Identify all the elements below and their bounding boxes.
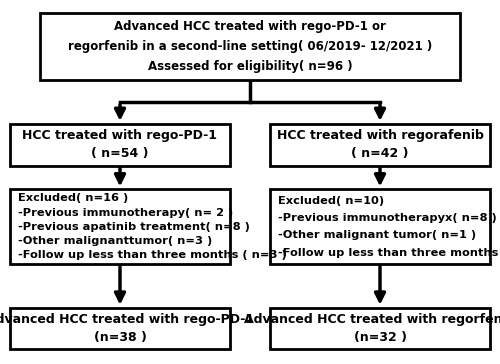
Text: -Follow up less than three months (n= 1 ): -Follow up less than three months (n= 1 … xyxy=(278,248,500,258)
Text: regorfenib in a second-line setting( 06/2019- 12/2021 ): regorfenib in a second-line setting( 06/… xyxy=(68,40,432,53)
FancyBboxPatch shape xyxy=(10,124,230,166)
Text: Excluded( n=16 ): Excluded( n=16 ) xyxy=(18,193,128,203)
Text: -Other malignant tumor( n=1 ): -Other malignant tumor( n=1 ) xyxy=(278,230,475,240)
Text: -Follow up less than three months ( n=3 ): -Follow up less than three months ( n=3 … xyxy=(18,250,286,260)
FancyBboxPatch shape xyxy=(270,124,490,166)
Text: Advanced HCC treated with rego-PD-1: Advanced HCC treated with rego-PD-1 xyxy=(0,313,254,326)
Text: (n=38 ): (n=38 ) xyxy=(94,331,146,344)
Text: Assessed for eligibility( n=96 ): Assessed for eligibility( n=96 ) xyxy=(148,60,352,73)
FancyBboxPatch shape xyxy=(10,308,230,349)
Text: HCC treated with regorafenib: HCC treated with regorafenib xyxy=(276,129,484,142)
FancyBboxPatch shape xyxy=(40,13,460,80)
Text: ( n=42 ): ( n=42 ) xyxy=(351,147,409,160)
Text: -Previous apatinib treatment( n=8 ): -Previous apatinib treatment( n=8 ) xyxy=(18,222,249,232)
Text: Advanced HCC treated with regorfenib: Advanced HCC treated with regorfenib xyxy=(244,313,500,326)
FancyBboxPatch shape xyxy=(10,189,230,264)
FancyBboxPatch shape xyxy=(270,308,490,349)
Text: -Other malignanttumor( n=3 ): -Other malignanttumor( n=3 ) xyxy=(18,236,212,246)
Text: Excluded( n=10): Excluded( n=10) xyxy=(278,195,384,206)
Text: -Previous immunotherapyx( n=8 ): -Previous immunotherapyx( n=8 ) xyxy=(278,213,496,223)
Text: ( n=54 ): ( n=54 ) xyxy=(91,147,149,160)
Text: Advanced HCC treated with rego-PD-1 or: Advanced HCC treated with rego-PD-1 or xyxy=(114,20,386,32)
Text: HCC treated with rego-PD-1: HCC treated with rego-PD-1 xyxy=(22,129,218,142)
FancyBboxPatch shape xyxy=(270,189,490,264)
Text: -Previous immunotherapy( n= 2 ): -Previous immunotherapy( n= 2 ) xyxy=(18,207,233,218)
Text: (n=32 ): (n=32 ) xyxy=(354,331,406,344)
